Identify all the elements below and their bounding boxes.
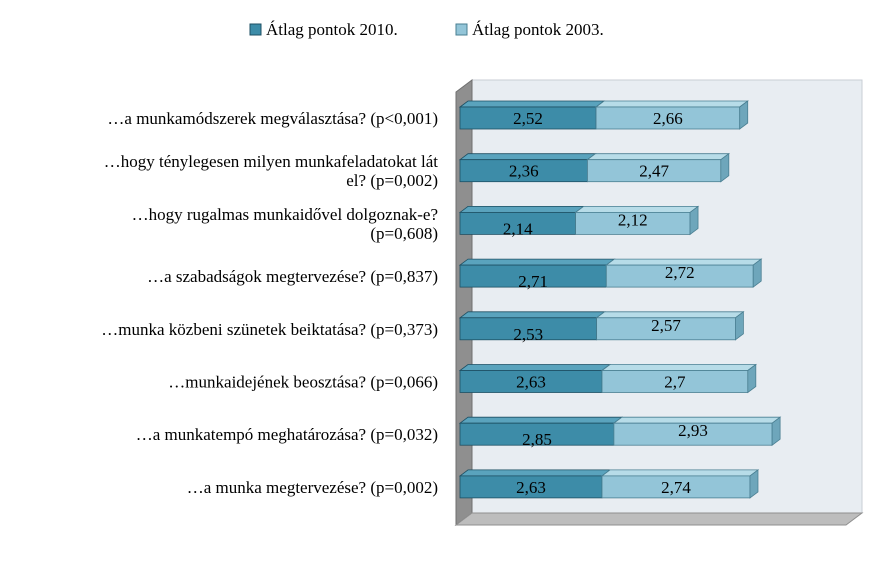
value-label-2010-5: 2,63: [516, 373, 546, 392]
floor: [454, 512, 864, 526]
bar-top-0-7: [458, 469, 612, 477]
bar-top-0-3: [458, 258, 616, 266]
bar-top-0-2: [458, 205, 585, 213]
value-label-2010-3: 2,71: [518, 272, 548, 291]
bar-top-0-5: [458, 364, 612, 371]
legend-swatch-2010: [249, 23, 262, 36]
category-label-1-0: …hogy ténylegesen milyen munkafeladatoka…: [104, 152, 439, 171]
bar-side-0: [739, 100, 749, 130]
value-label-2003-6: 2,93: [678, 421, 708, 440]
category-labels: …a munkamódszerek megválasztása? (p<0,00…: [101, 109, 438, 497]
plot-walls: [454, 79, 864, 526]
category-label-7-0: …a munka megtervezése? (p=0,002): [187, 478, 438, 497]
value-label-2010-6: 2,85: [522, 430, 552, 449]
legend-swatch-2003: [455, 23, 468, 36]
value-label-2003-3: 2,72: [665, 263, 695, 282]
legend-label-2010: Átlag pontok 2010.: [266, 20, 398, 39]
value-label-2003-1: 2,47: [639, 162, 669, 181]
category-label-0-0: …a munkamódszerek megválasztása? (p<0,00…: [107, 109, 438, 128]
bar-top-1-0: [594, 100, 749, 108]
category-label-2-0: …hogy rugalmas munkaidővel dolgoznak-e?: [132, 205, 438, 224]
value-label-2003-0: 2,66: [653, 109, 683, 128]
bar-top-1-1: [586, 153, 731, 161]
value-label-2010-2: 2,14: [503, 219, 533, 238]
value-label-2010-4: 2,53: [513, 325, 543, 344]
bar-top-0-4: [458, 311, 606, 319]
category-label-3-0: …a szabadságok megtervezése? (p=0,837): [147, 267, 438, 286]
value-label-2003-4: 2,57: [651, 316, 681, 335]
bar-side-2: [689, 205, 699, 236]
side-wall: [455, 79, 473, 526]
bar-side-5: [747, 363, 757, 394]
legend: Átlag pontok 2010. Átlag pontok 2003.: [249, 20, 604, 39]
value-label-2003-7: 2,74: [661, 478, 691, 497]
value-label-2010-1: 2,36: [509, 162, 539, 181]
category-label-1-1: el? (p=0,002): [346, 171, 438, 190]
bars: 2,52 2,66 2,36 2,47 2,14 2,12 2,71 2,72 2,53 2,57…: [458, 100, 782, 499]
bar-side-4: [735, 310, 744, 341]
bar-top-0-0: [458, 100, 606, 108]
legend-label-2003: Átlag pontok 2003.: [472, 20, 604, 39]
bar-side-3: [752, 258, 762, 288]
bar-top-1-7: [600, 469, 760, 477]
category-label-5-0: …munkaidejének beosztása? (p=0,066): [168, 373, 438, 392]
bar-side-1: [720, 152, 730, 183]
bar-side-6: [771, 416, 781, 447]
bar-side-7: [749, 469, 759, 499]
value-label-2010-0: 2,52: [513, 109, 543, 128]
bar-top-1-5: [600, 364, 758, 371]
category-label-6-0: …a munkatempó meghatározása? (p=0,032): [136, 425, 438, 444]
value-label-2003-2: 2,12: [618, 210, 648, 229]
value-label-2003-5: 2,7: [664, 373, 686, 392]
bar-top-0-1: [458, 153, 597, 161]
category-label-2-1: (p=0,608): [370, 224, 438, 243]
value-label-2010-7: 2,63: [516, 478, 546, 497]
bar-top-0-6: [458, 416, 624, 424]
category-label-4-0: …munka közbeni szünetek beiktatása? (p=0…: [101, 320, 438, 339]
